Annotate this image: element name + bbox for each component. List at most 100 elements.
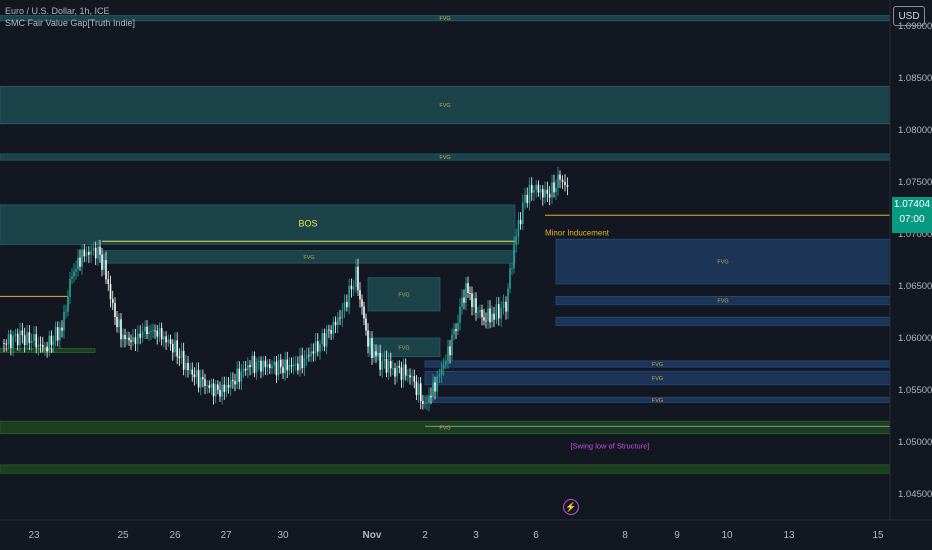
fvg-zone — [367, 277, 441, 312]
candle-body — [334, 321, 337, 326]
candle-body — [223, 384, 226, 392]
candle-body — [202, 377, 204, 380]
candle-body — [244, 368, 247, 371]
candle-body — [379, 352, 381, 370]
candle-body — [511, 268, 513, 269]
lightning-bolt-icon[interactable]: ⚡ — [563, 499, 579, 515]
candle-body — [436, 376, 438, 392]
candle-body — [262, 360, 264, 372]
candle-body — [465, 283, 467, 303]
candle-body — [271, 365, 273, 369]
candle-body — [273, 361, 275, 366]
candle-body — [463, 297, 465, 303]
candle-body — [535, 184, 537, 191]
fvg-label: FVG — [652, 376, 663, 382]
candle-body — [282, 367, 284, 374]
candle-body — [308, 355, 310, 357]
candle-body — [81, 249, 83, 267]
candle-body — [528, 184, 531, 204]
candle-body — [451, 334, 453, 356]
fvg-label: FVG — [652, 362, 663, 368]
candle-body — [357, 266, 359, 291]
candle-body — [37, 344, 40, 348]
price-tick-label: 1.08000 — [898, 125, 932, 136]
fvg-label: FVG — [439, 425, 450, 431]
candle-body — [234, 381, 236, 385]
candle-body — [502, 301, 505, 308]
candle-body — [294, 363, 297, 365]
currency-button[interactable]: USD — [893, 6, 925, 26]
candle-body — [419, 383, 422, 402]
candle-body — [325, 329, 328, 347]
candle-body — [457, 322, 459, 331]
price-tick-label: 1.09000 — [898, 21, 932, 32]
candle-body — [114, 303, 116, 318]
candle-body — [284, 359, 286, 374]
candle-body — [290, 365, 293, 367]
candle-body — [154, 330, 156, 332]
candle-body — [229, 380, 232, 388]
candle-body — [65, 311, 67, 313]
candle-body — [128, 337, 130, 341]
candle-body — [39, 344, 42, 346]
candle-body — [77, 257, 79, 269]
candle-body — [242, 368, 245, 372]
annotation-label: Minor Inducement — [545, 228, 610, 237]
candle-body — [182, 350, 185, 370]
candle-body — [305, 355, 308, 358]
candle-body — [232, 380, 234, 382]
indicator-title[interactable]: SMC Fair Value Gap[Truth Indie] — [5, 18, 136, 28]
time-tick-label: Nov — [363, 530, 382, 541]
candle-body — [165, 336, 167, 343]
candle-body — [134, 337, 137, 344]
candle-body — [212, 383, 215, 397]
candle-body — [107, 279, 110, 284]
candle-body — [477, 312, 479, 314]
candle-body — [352, 286, 355, 290]
candle-body — [493, 313, 495, 320]
candle-body — [487, 308, 489, 321]
time-tick-label: 30 — [277, 530, 289, 541]
candle-body — [498, 304, 500, 319]
candle-body — [28, 332, 31, 344]
candle-body — [195, 369, 198, 378]
candle-body — [561, 179, 564, 182]
candle-body — [16, 333, 19, 346]
candle-body — [199, 377, 202, 388]
price-tick-label: 1.05000 — [898, 437, 932, 448]
candle-body — [292, 364, 295, 367]
time-tick-label: 10 — [721, 530, 733, 541]
candle-body — [513, 244, 515, 269]
candle-body — [389, 361, 392, 369]
candle-body — [442, 364, 445, 369]
candle-body — [163, 336, 165, 340]
candle-body — [432, 382, 434, 398]
candle-body — [434, 382, 436, 392]
candle-body — [94, 247, 97, 259]
candle-body — [236, 368, 238, 385]
candle-body — [546, 189, 549, 194]
candle-body — [398, 365, 401, 368]
time-tick-label: 8 — [622, 530, 628, 541]
candle-body — [174, 340, 176, 353]
candle-body — [336, 317, 339, 326]
candle-body — [299, 355, 301, 371]
time-tick-label: 2 — [422, 530, 428, 541]
candle-body — [116, 317, 118, 328]
candle-body — [430, 395, 432, 398]
candle-body — [221, 384, 223, 397]
candle-body — [148, 331, 150, 335]
candle-body — [59, 327, 61, 341]
candle-body — [251, 355, 253, 368]
time-tick-label: 13 — [783, 530, 795, 541]
candle-body — [227, 384, 230, 388]
candle-body — [369, 338, 371, 347]
candle-body — [132, 337, 134, 342]
candle-body — [158, 327, 161, 337]
candle-body — [88, 251, 90, 255]
candle-body — [46, 346, 48, 352]
candle-body — [544, 189, 546, 198]
candle-body — [533, 190, 535, 193]
price-tick-label: 1.06000 — [898, 333, 932, 344]
